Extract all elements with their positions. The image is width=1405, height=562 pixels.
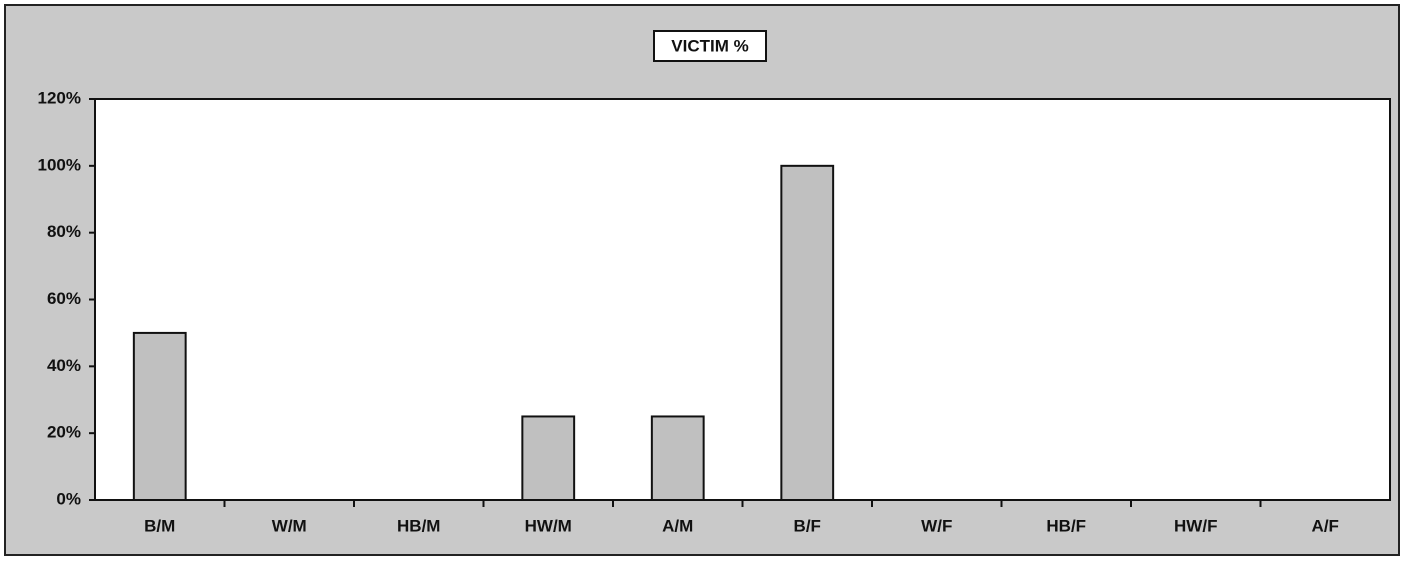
y-tick-label: 40% — [47, 356, 81, 375]
x-tick-label: W/F — [921, 516, 952, 535]
y-tick-label: 120% — [38, 88, 81, 107]
y-tick-label: 20% — [47, 423, 81, 442]
bar — [521, 415, 576, 502]
x-tick-label: A/F — [1312, 516, 1339, 535]
x-tick-label: B/M — [144, 516, 175, 535]
y-tick-label: 60% — [47, 289, 81, 308]
x-tick-label: HB/F — [1046, 516, 1086, 535]
y-tick-label: 100% — [38, 155, 81, 174]
x-tick-label: HB/M — [397, 516, 440, 535]
title-box — [653, 30, 767, 62]
bar — [780, 164, 835, 501]
chart-title: VICTIM % — [671, 36, 748, 55]
y-tick-label: 80% — [47, 222, 81, 241]
bar — [132, 331, 187, 501]
bar — [650, 415, 705, 502]
x-tick-label: HW/F — [1174, 516, 1217, 535]
plot-area — [94, 98, 1391, 501]
x-tick-label: B/F — [794, 516, 821, 535]
y-tick-label: 0% — [56, 489, 81, 508]
x-tick-label: HW/M — [525, 516, 572, 535]
x-tick-label: A/M — [662, 516, 693, 535]
x-tick-label: W/M — [272, 516, 307, 535]
